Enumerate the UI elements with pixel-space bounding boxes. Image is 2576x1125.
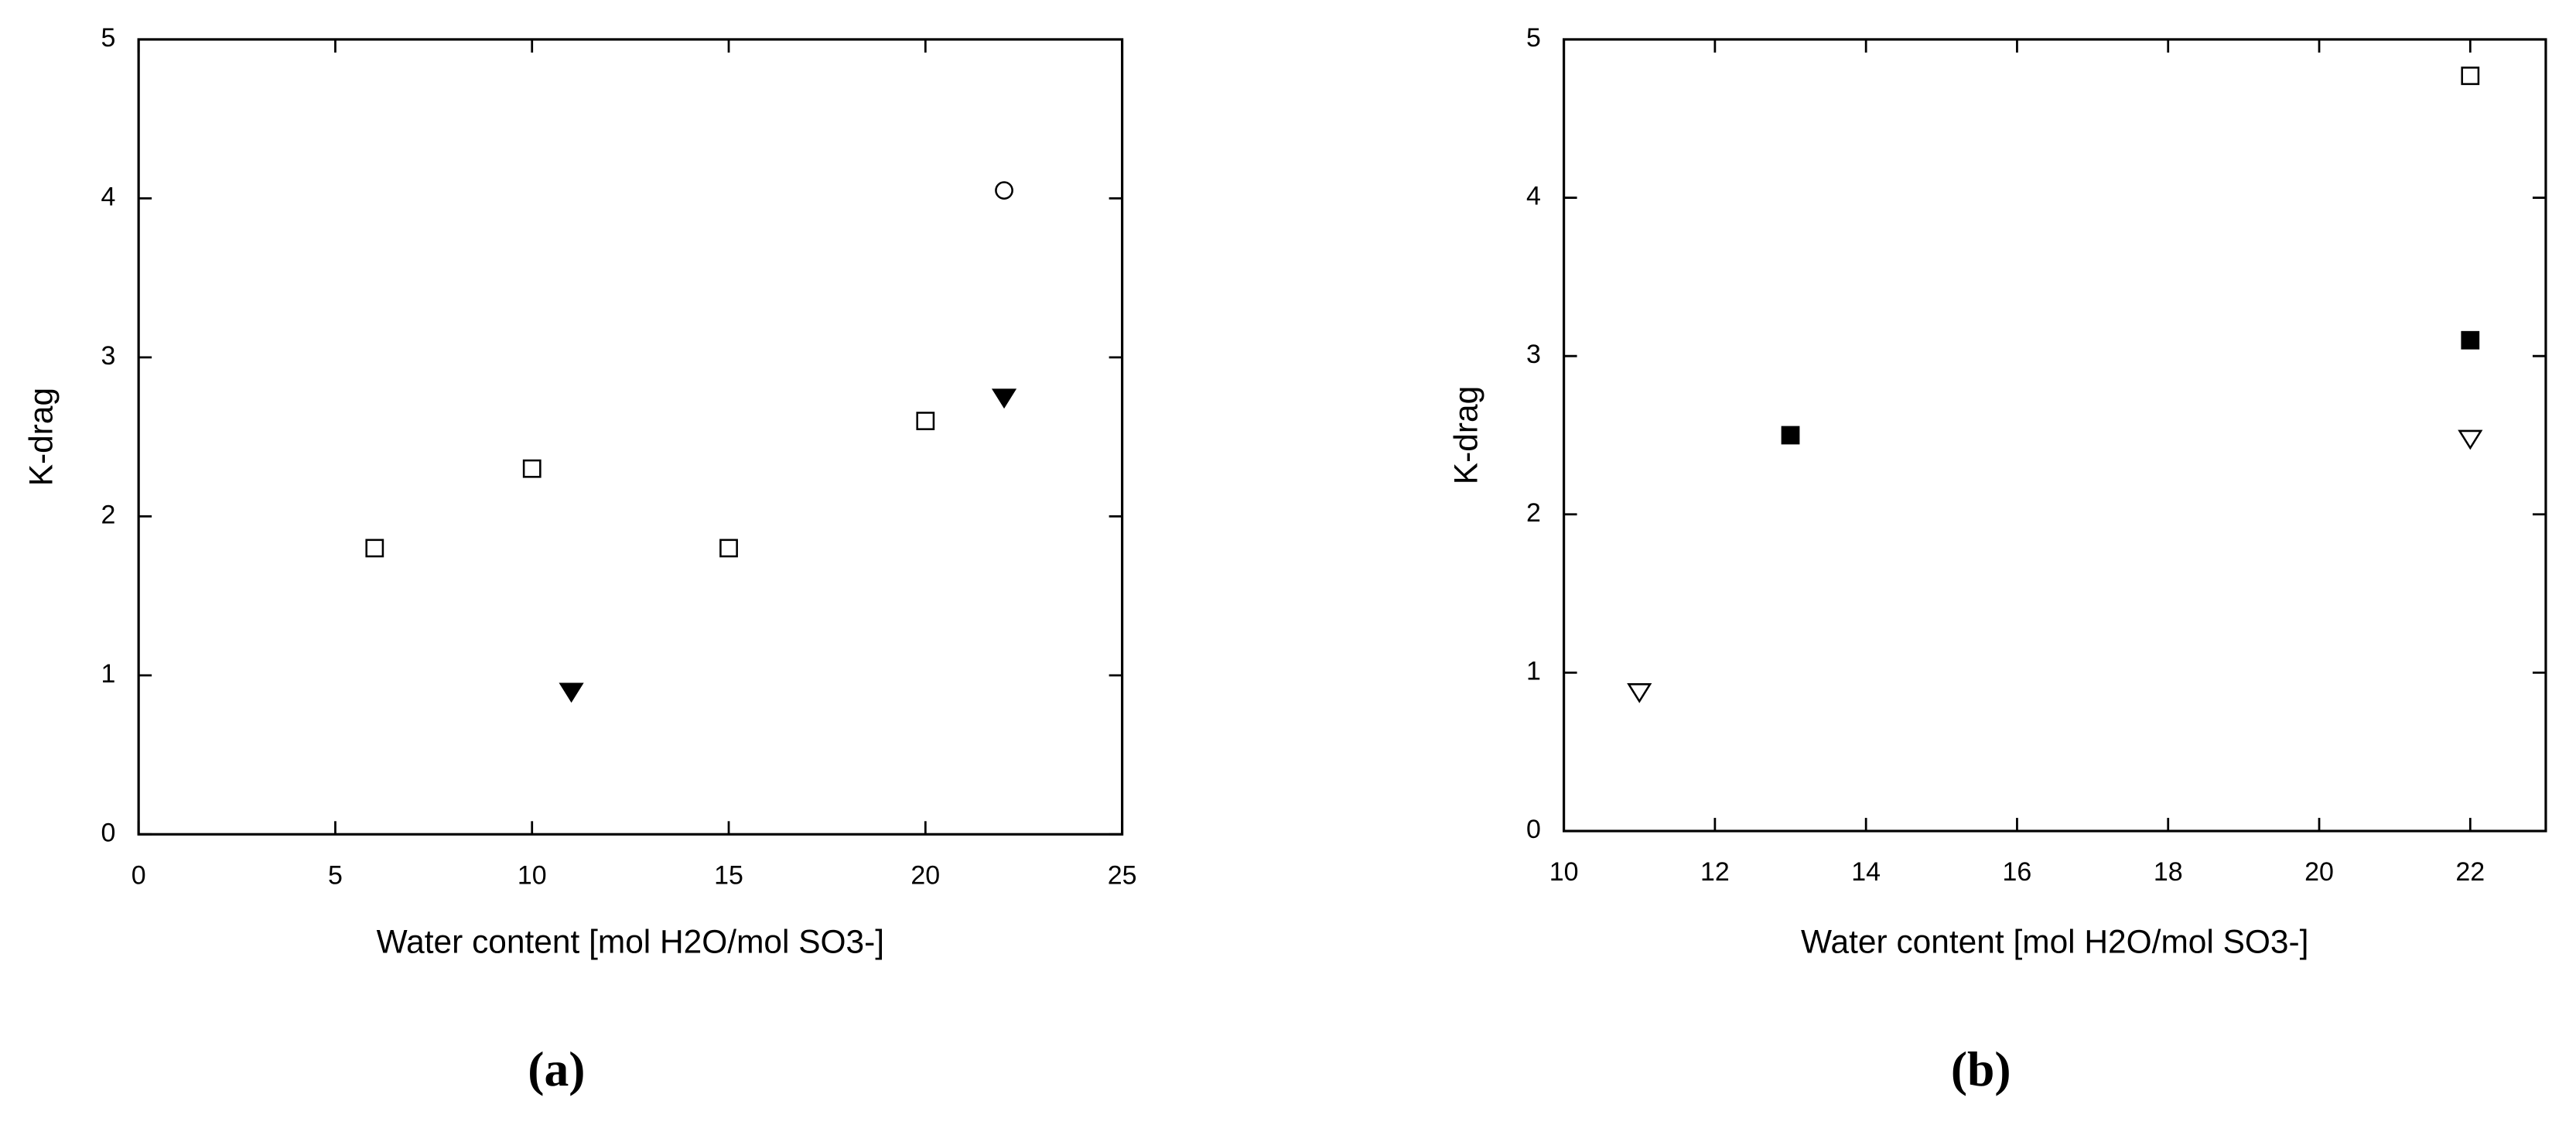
x-tick-label: 14	[1851, 857, 1881, 887]
y-tick-label: 2	[101, 500, 116, 529]
y-tick-label: 2	[1526, 498, 1541, 528]
y-tick-label: 4	[1526, 182, 1541, 211]
y-tick-label: 5	[101, 23, 116, 53]
x-tick-label: 20	[2304, 857, 2334, 887]
x-tick-label: 0	[132, 860, 146, 890]
x-tick-label: 12	[1700, 857, 1730, 887]
y-tick-label: 1	[101, 659, 116, 689]
y-tick-label: 4	[101, 182, 116, 211]
y-axis-title: K-drag	[22, 388, 59, 486]
x-tick-label: 22	[2455, 857, 2485, 887]
y-tick-label: 0	[101, 818, 116, 847]
x-tick-label: 10	[1549, 857, 1579, 887]
caption: (b)	[1951, 1041, 2011, 1096]
x-tick-label: 16	[2003, 857, 2032, 887]
y-tick-label: 3	[1526, 340, 1541, 369]
point	[2458, 429, 2483, 450]
y-tick-label: 1	[1526, 656, 1541, 686]
point	[719, 539, 738, 558]
x-tick-label: 25	[1108, 860, 1137, 890]
x-tick-label: 18	[2154, 857, 2183, 887]
y-axis-title: K-drag	[1448, 386, 1484, 484]
caption: (a)	[528, 1041, 585, 1096]
x-tick-label: 15	[714, 860, 743, 890]
point	[2461, 330, 2480, 350]
point	[991, 388, 1017, 409]
y-tick-label: 0	[1526, 815, 1541, 844]
plot-frame	[1563, 38, 2547, 833]
point	[1627, 683, 1652, 703]
x-tick-label: 10	[518, 860, 547, 890]
x-tick-label: 5	[328, 860, 343, 890]
point	[916, 412, 935, 430]
point	[365, 539, 384, 558]
y-tick-label: 3	[101, 341, 116, 371]
x-axis-title: Water content [mol H2O/mol SO3-]	[1801, 924, 2308, 960]
point	[522, 459, 542, 478]
y-tick-label: 5	[1526, 23, 1541, 53]
x-tick-label: 20	[910, 860, 940, 890]
point	[2461, 67, 2480, 85]
point	[1781, 426, 1800, 445]
point	[559, 682, 584, 703]
point	[995, 181, 1013, 200]
x-axis-title: Water content [mol H2O/mol SO3-]	[377, 924, 884, 960]
plot-frame	[137, 38, 1124, 836]
